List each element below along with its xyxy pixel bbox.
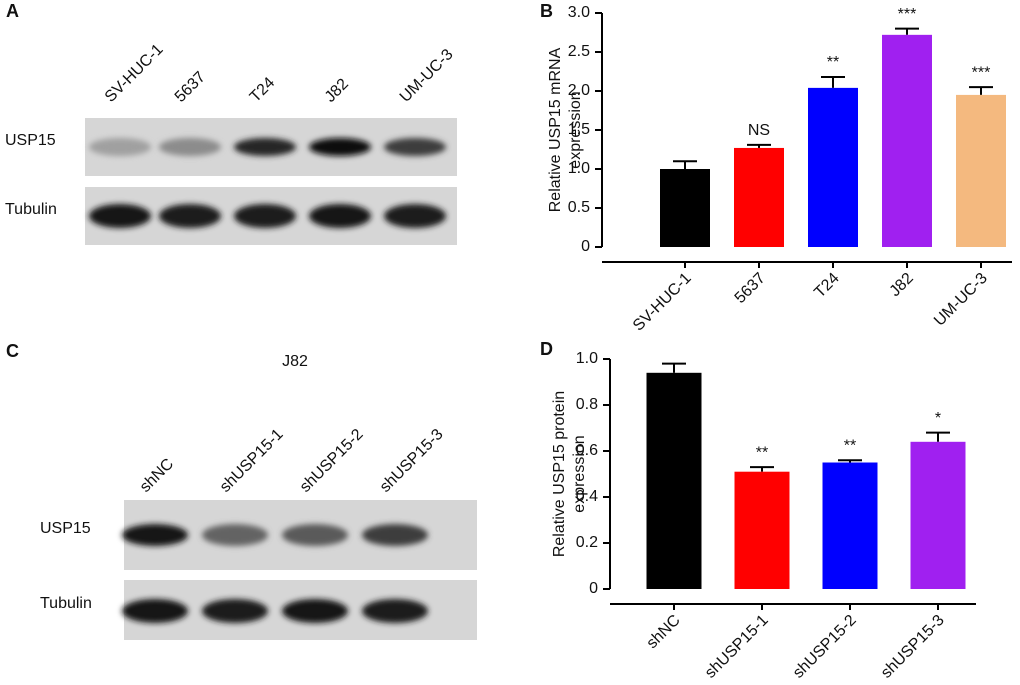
y-tick-label: 0.5 xyxy=(568,199,590,216)
significance-label: ** xyxy=(827,54,839,71)
blot-band xyxy=(362,524,428,546)
significance-label: *** xyxy=(972,64,991,81)
y-tick-label: 0 xyxy=(589,580,598,597)
blot-band xyxy=(159,138,221,156)
y-tick-label: 0.4 xyxy=(576,488,598,505)
blot-band xyxy=(159,204,221,228)
row-label: Tubulin xyxy=(40,595,92,612)
y-axis-label: expression xyxy=(567,91,584,168)
blot-band xyxy=(309,138,371,156)
bar xyxy=(882,34,932,248)
blot-title: J82 xyxy=(282,353,308,370)
bar xyxy=(734,471,790,589)
blot-band xyxy=(384,138,446,156)
blot-band xyxy=(234,204,296,228)
row-label: Tubulin xyxy=(5,201,57,218)
y-tick-label: 0.8 xyxy=(576,396,598,413)
lane-label: shUSP15-3 xyxy=(377,426,447,496)
row-label: USP15 xyxy=(5,132,56,149)
x-tick-label: shUSP15-3 xyxy=(878,612,948,680)
lane-label: T24 xyxy=(247,74,279,106)
x-tick-label: J82 xyxy=(887,270,917,300)
panel-letter: D xyxy=(540,339,553,359)
lane-label: shNC xyxy=(137,455,177,495)
significance-label: NS xyxy=(748,122,770,139)
bar xyxy=(956,94,1006,248)
bar xyxy=(822,462,878,589)
y-tick-label: 0.6 xyxy=(576,442,598,459)
panel-letter: C xyxy=(6,341,19,361)
x-tick-label: T24 xyxy=(811,270,843,302)
lane-label: SV-HUC-1 xyxy=(102,41,167,106)
significance-label: * xyxy=(935,410,941,427)
bar xyxy=(660,169,710,247)
x-tick-label: shNC xyxy=(643,612,683,652)
blot-band xyxy=(309,204,371,228)
x-tick-label: shUSP15-2 xyxy=(790,612,860,680)
y-tick-label: 3.0 xyxy=(568,4,590,21)
blot-band xyxy=(89,204,151,228)
y-axis-label: expression xyxy=(571,435,588,512)
row-label: USP15 xyxy=(40,520,91,537)
x-tick-label: SV-HUC-1 xyxy=(630,270,695,335)
y-tick-label: 0 xyxy=(581,238,590,255)
significance-label: *** xyxy=(898,6,917,23)
blot-band xyxy=(122,599,188,623)
y-tick-label: 0.2 xyxy=(576,534,598,551)
lane-label: UM-UC-3 xyxy=(397,46,457,106)
y-axis-label: Relative USP15 mRNA xyxy=(547,47,564,212)
significance-label: ** xyxy=(756,444,768,461)
bar xyxy=(808,87,858,247)
blot-band xyxy=(234,138,296,156)
blot-band xyxy=(362,599,428,623)
blot-band xyxy=(282,524,348,546)
bar xyxy=(734,147,784,247)
lane-label: J82 xyxy=(322,75,352,105)
bar xyxy=(646,372,702,589)
y-tick-label: 1.0 xyxy=(576,350,598,367)
significance-label: ** xyxy=(844,437,856,454)
lane-label: 5637 xyxy=(172,69,209,106)
panel-letter: A xyxy=(6,1,19,21)
blot-band xyxy=(89,138,151,156)
x-tick-label: 5637 xyxy=(732,270,769,307)
blot-band xyxy=(384,204,446,228)
y-tick-label: 1.5 xyxy=(568,121,590,138)
blot-band xyxy=(202,599,268,623)
lane-label: shUSP15-2 xyxy=(297,426,367,496)
blot-band xyxy=(202,524,268,546)
y-tick-label: 2.0 xyxy=(568,82,590,99)
lane-label: shUSP15-1 xyxy=(217,426,287,496)
y-tick-label: 2.5 xyxy=(568,43,590,60)
panel-letter: B xyxy=(540,1,553,21)
y-axis-label: Relative USP15 protein xyxy=(551,391,568,557)
bar xyxy=(910,441,966,589)
y-tick-label: 1.0 xyxy=(568,160,590,177)
blot-band xyxy=(282,599,348,623)
x-tick-label: shUSP15-1 xyxy=(702,612,772,680)
blot-band xyxy=(122,524,188,546)
x-tick-label: UM-UC-3 xyxy=(931,270,991,330)
